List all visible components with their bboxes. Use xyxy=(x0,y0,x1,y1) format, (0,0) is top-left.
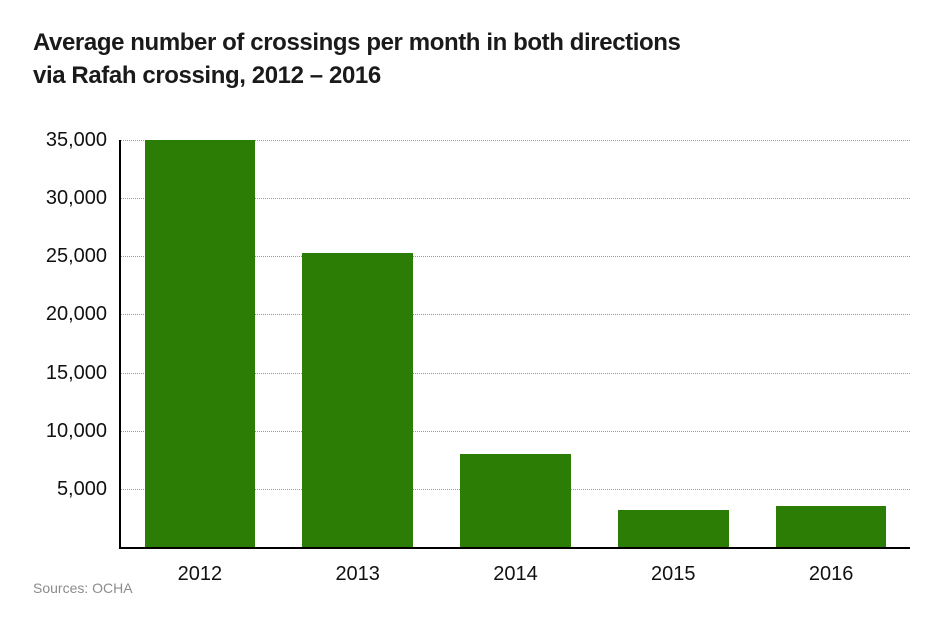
x-tick-label: 2012 xyxy=(177,563,223,585)
y-tick-label: 15,000 xyxy=(45,361,107,384)
x-axis-line xyxy=(119,547,910,549)
y-tick-label: 25,000 xyxy=(45,245,107,268)
gridline xyxy=(121,198,910,200)
gridline xyxy=(121,372,910,374)
y-tick-label: 30,000 xyxy=(45,187,107,210)
bar-2014 xyxy=(460,453,571,547)
y-tick-label: 20,000 xyxy=(45,303,107,326)
chart-title-line1: Average number of crossings per month in… xyxy=(33,29,681,56)
chart-title-line2: via Rafah crossing, 2012 – 2016 xyxy=(33,62,381,89)
bar-2016 xyxy=(775,506,887,547)
chart-title: Average number of crossings per month in… xyxy=(33,26,681,92)
bar-2015 xyxy=(618,509,729,547)
gridline xyxy=(121,140,910,141)
y-axis-line xyxy=(119,140,121,549)
x-tick-label: 2016 xyxy=(808,563,854,585)
y-tick-label: 35,000 xyxy=(45,129,107,151)
y-tick-label: 5,000 xyxy=(56,477,107,500)
x-tick-label: 2013 xyxy=(335,563,380,585)
x-tick-label: 2014 xyxy=(493,563,538,585)
y-tick-label: 10,000 xyxy=(45,419,107,442)
gridline xyxy=(121,314,910,316)
plot-area xyxy=(121,140,910,547)
gridline xyxy=(121,430,910,432)
bar-2013 xyxy=(302,252,413,547)
gridline xyxy=(121,256,910,258)
x-tick-label: 2015 xyxy=(651,563,696,585)
source-note: Sources: OCHA xyxy=(33,580,133,596)
bar-2012 xyxy=(144,140,256,547)
